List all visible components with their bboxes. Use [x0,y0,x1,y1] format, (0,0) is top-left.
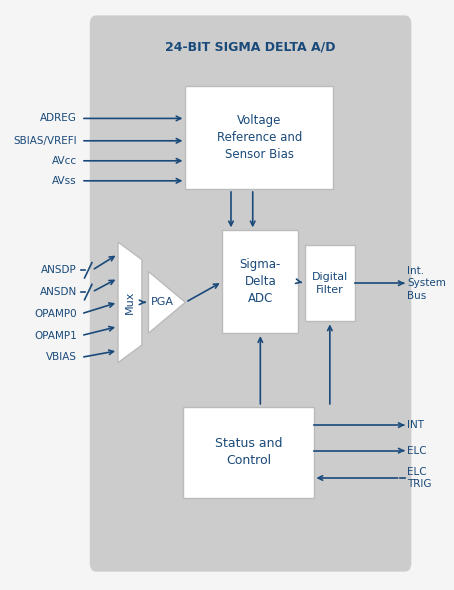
Text: OPAMP1: OPAMP1 [34,330,77,340]
Polygon shape [148,271,185,333]
Text: Digital
Filter: Digital Filter [312,271,348,295]
Text: OPAMP0: OPAMP0 [34,309,77,319]
FancyBboxPatch shape [305,245,355,322]
Text: 24-BIT SIGMA DELTA A/D: 24-BIT SIGMA DELTA A/D [165,40,336,53]
Text: Int.
System
Bus: Int. System Bus [407,266,446,301]
Text: Status and
Control: Status and Control [215,437,282,467]
Text: ADREG: ADREG [40,113,77,123]
Text: ELC: ELC [407,445,427,455]
FancyBboxPatch shape [90,15,411,572]
Text: PGA: PGA [151,297,174,307]
FancyBboxPatch shape [185,86,333,189]
Text: ANSDN: ANSDN [39,287,77,297]
Text: INT: INT [407,420,424,430]
Text: VBIAS: VBIAS [46,352,77,362]
FancyBboxPatch shape [183,407,314,498]
Text: ELC
TRIG: ELC TRIG [407,467,431,489]
Text: AVss: AVss [52,176,77,186]
Text: SBIAS/VREFI: SBIAS/VREFI [13,136,77,146]
FancyBboxPatch shape [222,230,298,333]
Text: Mux: Mux [125,291,135,314]
Text: ANSDP: ANSDP [41,266,77,276]
Text: Voltage
Reference and
Sensor Bias: Voltage Reference and Sensor Bias [217,114,302,161]
Polygon shape [118,242,142,363]
Text: Sigma-
Delta
ADC: Sigma- Delta ADC [240,258,281,305]
Text: AVcc: AVcc [52,156,77,166]
